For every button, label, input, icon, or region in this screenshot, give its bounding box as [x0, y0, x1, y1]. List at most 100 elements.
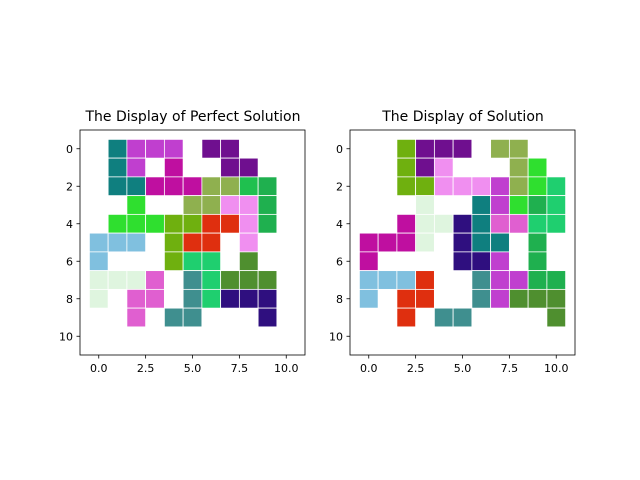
- right-cell: [471, 195, 492, 215]
- left-cell: [182, 213, 203, 234]
- right-cell: [546, 288, 567, 309]
- right-cell: [508, 138, 529, 159]
- left-cell: [163, 232, 184, 253]
- left-cell: [163, 157, 184, 178]
- left-cell: [126, 176, 147, 197]
- right-cell: [396, 138, 417, 159]
- left-cell: [201, 213, 222, 234]
- left-cell: [220, 270, 240, 290]
- left-cell: [182, 176, 203, 197]
- left-cell: [257, 270, 278, 290]
- right-cell: [396, 176, 417, 197]
- right-cell: [396, 232, 417, 253]
- left-cell: [145, 176, 165, 197]
- right-cell: [396, 157, 417, 178]
- right-cell: [490, 138, 510, 159]
- right-cell: [546, 213, 567, 234]
- right-cell: [415, 288, 435, 309]
- left-cell: [201, 232, 222, 253]
- right-cell: [415, 195, 435, 215]
- right-cell: [471, 270, 492, 290]
- right-cell: [433, 157, 454, 178]
- right-cell: [490, 232, 510, 253]
- right-cell: [415, 157, 435, 178]
- left-cell: [201, 251, 222, 272]
- left-xtick-label: 10.0: [274, 362, 299, 375]
- right-cell: [358, 251, 379, 272]
- right-cell: [415, 270, 435, 290]
- right-ytick-label: 10: [329, 330, 343, 343]
- right-subplot-title: The Display of Solution: [381, 109, 544, 125]
- right-ytick-label: 0: [336, 143, 343, 156]
- right-cell: [396, 307, 417, 328]
- left-cell: [182, 251, 203, 272]
- left-cell: [257, 288, 278, 309]
- left-subplot-title: The Display of Perfect Solution: [84, 109, 300, 125]
- right-cell: [527, 251, 548, 272]
- left-xtick-label: 0.0: [90, 362, 108, 375]
- left-cell: [126, 213, 147, 234]
- right-subplot: The Display of Solution 0.0 2.5 5.0 7.5 10.0…: [329, 109, 576, 375]
- right-cell: [452, 213, 473, 234]
- right-cell: [490, 288, 510, 309]
- right-cell: [508, 195, 529, 215]
- right-cell: [508, 213, 529, 234]
- left-cell: [163, 213, 184, 234]
- right-cell: [546, 176, 567, 197]
- left-cell: [201, 138, 222, 159]
- left-cell: [238, 176, 259, 197]
- right-xtick-label: 10.0: [544, 362, 569, 375]
- right-cell: [396, 213, 417, 234]
- right-cell: [433, 176, 454, 197]
- left-cell: [126, 232, 147, 253]
- left-cell: [126, 288, 147, 309]
- right-cell: [358, 288, 379, 309]
- right-cell: [490, 251, 510, 272]
- right-cell: [433, 138, 454, 159]
- left-cell: [126, 307, 147, 328]
- right-cell: [508, 270, 529, 290]
- left-cell: [201, 288, 222, 309]
- right-ytick-label: 4: [336, 218, 343, 231]
- right-cell: [490, 195, 510, 215]
- left-cell: [145, 138, 165, 159]
- right-xtick-label: 0.0: [360, 362, 378, 375]
- left-cell: [182, 288, 203, 309]
- right-cell: [415, 213, 435, 234]
- right-xtick-label: 2.5: [407, 362, 425, 375]
- right-cell: [433, 307, 454, 328]
- right-cell: [377, 232, 398, 253]
- left-cell: [182, 307, 203, 328]
- left-ytick-label: 4: [66, 218, 73, 231]
- right-cell: [471, 232, 492, 253]
- left-cell: [238, 288, 259, 309]
- right-cell: [527, 195, 548, 215]
- left-cell: [257, 307, 278, 328]
- left-cell: [107, 232, 128, 253]
- left-cell: [220, 213, 240, 234]
- left-cell: [145, 213, 165, 234]
- left-cell: [220, 157, 240, 178]
- left-cell: [201, 176, 222, 197]
- left-cell: [88, 232, 109, 253]
- left-cell: [257, 176, 278, 197]
- right-cell: [415, 232, 435, 253]
- right-cell: [490, 176, 510, 197]
- right-cell: [452, 307, 473, 328]
- left-ytick-label: 10: [59, 330, 73, 343]
- right-cell: [471, 213, 492, 234]
- right-cell: [452, 232, 473, 253]
- left-cell: [126, 138, 147, 159]
- left-cell: [201, 195, 222, 215]
- right-cell: [377, 270, 398, 290]
- left-cell: [220, 288, 240, 309]
- right-cell: [452, 138, 473, 159]
- right-cell: [471, 251, 492, 272]
- right-ytick-label: 8: [336, 293, 343, 306]
- right-cell: [546, 270, 567, 290]
- left-cell: [145, 288, 165, 309]
- left-cell: [107, 270, 128, 290]
- left-cell: [163, 251, 184, 272]
- left-xtick-label: 2.5: [137, 362, 155, 375]
